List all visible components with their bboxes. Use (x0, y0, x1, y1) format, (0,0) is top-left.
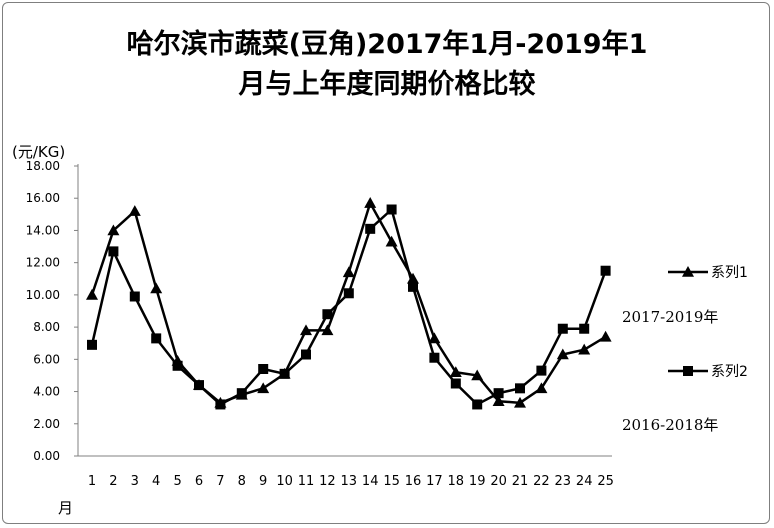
x-tick-label: 8 (238, 474, 246, 489)
series2-point (129, 291, 140, 302)
series2-point (536, 365, 547, 376)
y-tick-label: 16.00 (26, 191, 60, 205)
series2-point (386, 204, 397, 215)
series2-point (87, 339, 97, 350)
x-tick-label: 6 (195, 474, 203, 489)
series1-point (514, 396, 526, 408)
series1-point (535, 382, 548, 394)
series2-point (515, 383, 525, 394)
x-tick-label: 11 (298, 474, 315, 489)
series1-point (471, 369, 484, 381)
series1-point (407, 272, 419, 284)
series1-line (90, 201, 607, 405)
series2-point (472, 399, 483, 410)
series1-period-label: 2017-2019年 (622, 308, 719, 326)
x-tick-label: 18 (448, 474, 465, 489)
y-tick-label: 4.00 (33, 385, 60, 399)
y-tick-label: 2.00 (33, 417, 60, 431)
x-tick-label: 14 (362, 474, 379, 489)
x-tick-label: 12 (319, 474, 336, 489)
series1-point (107, 224, 120, 236)
series1-point (385, 235, 398, 247)
series2-point (215, 399, 226, 410)
chart-title-line1: 哈尔滨市蔬菜(豆角)2017年1月-2019年1 (126, 29, 648, 60)
series1-point (128, 205, 141, 216)
series2-line (90, 208, 607, 406)
series2-point (322, 309, 333, 320)
series2-point (279, 368, 290, 379)
series1-point (321, 324, 334, 336)
x-tick-label: 15 (383, 474, 400, 489)
x-axis-unit-label: 月 (58, 499, 74, 517)
series2-point (301, 349, 311, 360)
y-tick-label: 10.00 (26, 288, 60, 302)
x-tick-label: 22 (533, 474, 550, 489)
series2-period-label: 2016-2018年 (622, 416, 719, 434)
series1-point (578, 343, 591, 355)
y-tick-label: 6.00 (33, 352, 60, 366)
y-tick-label: 0.00 (33, 449, 60, 463)
series1-point (150, 282, 163, 294)
series2-point (600, 265, 611, 276)
legend-series1-label: 系列1 (711, 265, 748, 281)
series1-point (257, 382, 270, 394)
legend-series1-marker (682, 266, 694, 277)
series1-point (364, 197, 377, 208)
x-tick-label: 3 (131, 474, 139, 489)
series2-point (236, 388, 247, 399)
x-tick-label: 23 (555, 474, 572, 489)
legend-series2-marker (683, 366, 693, 376)
y-tick-label: 8.00 (33, 320, 60, 334)
x-tick-label: 2 (109, 474, 117, 489)
series2-point (408, 281, 418, 292)
series2-point (194, 380, 204, 391)
x-tick-label: 13 (341, 474, 358, 489)
series2-point (258, 364, 269, 374)
series1-point (492, 395, 505, 407)
x-tick-label: 21 (512, 474, 529, 489)
series1-point (599, 330, 612, 342)
series2-point (429, 352, 440, 363)
x-tick-label: 25 (597, 474, 614, 489)
x-tick-label: 7 (216, 474, 224, 489)
chart-title-line2: 月与上年度同期价格比较 (238, 69, 536, 100)
y-tick-label: 12.00 (26, 256, 60, 270)
x-tick-label: 16 (405, 474, 422, 489)
series2-point (365, 223, 376, 234)
x-tick-label: 4 (152, 474, 160, 489)
series1-point (428, 332, 441, 344)
series2-point (450, 378, 461, 389)
series2-point (172, 360, 183, 371)
series2-point (579, 323, 590, 334)
series1-point (556, 348, 569, 360)
x-tick-label: 20 (490, 474, 507, 489)
x-tick-label: 9 (259, 474, 267, 489)
series2-point (151, 333, 162, 344)
x-tick-label: 17 (426, 474, 443, 489)
y-axis-unit-label: (元/KG) (12, 143, 66, 161)
series1-point (300, 324, 312, 336)
y-tick-label: 14.00 (26, 223, 60, 237)
series1-point (342, 266, 355, 278)
series1-point (449, 366, 462, 378)
series2-point (108, 246, 119, 257)
x-tick-label: 10 (276, 474, 293, 489)
x-tick-label: 24 (576, 474, 593, 489)
series1-point (86, 288, 98, 300)
series2-point (343, 288, 354, 299)
x-tick-label: 19 (469, 474, 486, 489)
x-tick-label: 5 (173, 474, 181, 489)
x-tick-label: 1 (88, 474, 96, 489)
series2-point (557, 323, 568, 334)
series2-point (493, 388, 504, 399)
y-tick-label: 18.00 (26, 159, 60, 173)
legend-series2-label: 系列2 (711, 364, 748, 380)
